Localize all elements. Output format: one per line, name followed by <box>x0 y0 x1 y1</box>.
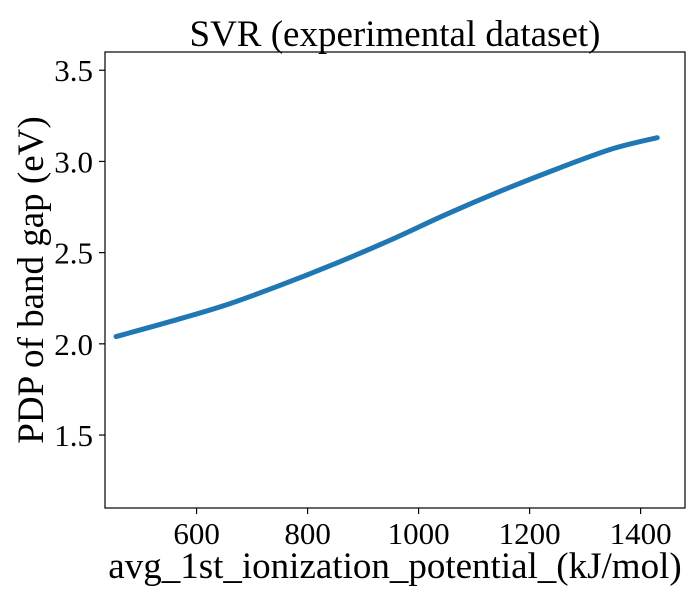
axes-frame <box>104 51 686 509</box>
y-axis-ticks: 1.5 2.0 2.5 3.0 3.5 <box>54 53 105 453</box>
x-tick-label: 1000 <box>388 516 450 551</box>
x-axis-ticks: 600 800 1000 1200 1400 <box>173 508 672 551</box>
x-tick-label: 1200 <box>499 516 561 551</box>
y-tick-label: 2.0 <box>54 327 93 362</box>
y-axis-label: PDP of band gap (eV) <box>11 116 52 443</box>
series-line <box>113 135 660 340</box>
x-tick-label: 1400 <box>610 516 672 551</box>
x-axis-label: avg_1st_ionization_potential_(kJ/mol) <box>108 546 681 587</box>
y-tick-label: 3.0 <box>54 144 93 179</box>
y-tick-label: 2.5 <box>54 236 93 271</box>
x-tick-label: 600 <box>173 516 220 551</box>
plot-area: 600 800 1000 1200 1400 1.5 2.0 2.5 3.0 3.5 <box>54 51 686 551</box>
x-tick-label: 800 <box>284 516 331 551</box>
y-tick-label: 1.5 <box>54 418 93 453</box>
chart-title: SVR (experimental dataset) <box>190 14 601 55</box>
y-tick-label: 3.5 <box>54 53 93 88</box>
series-layer <box>113 135 660 340</box>
